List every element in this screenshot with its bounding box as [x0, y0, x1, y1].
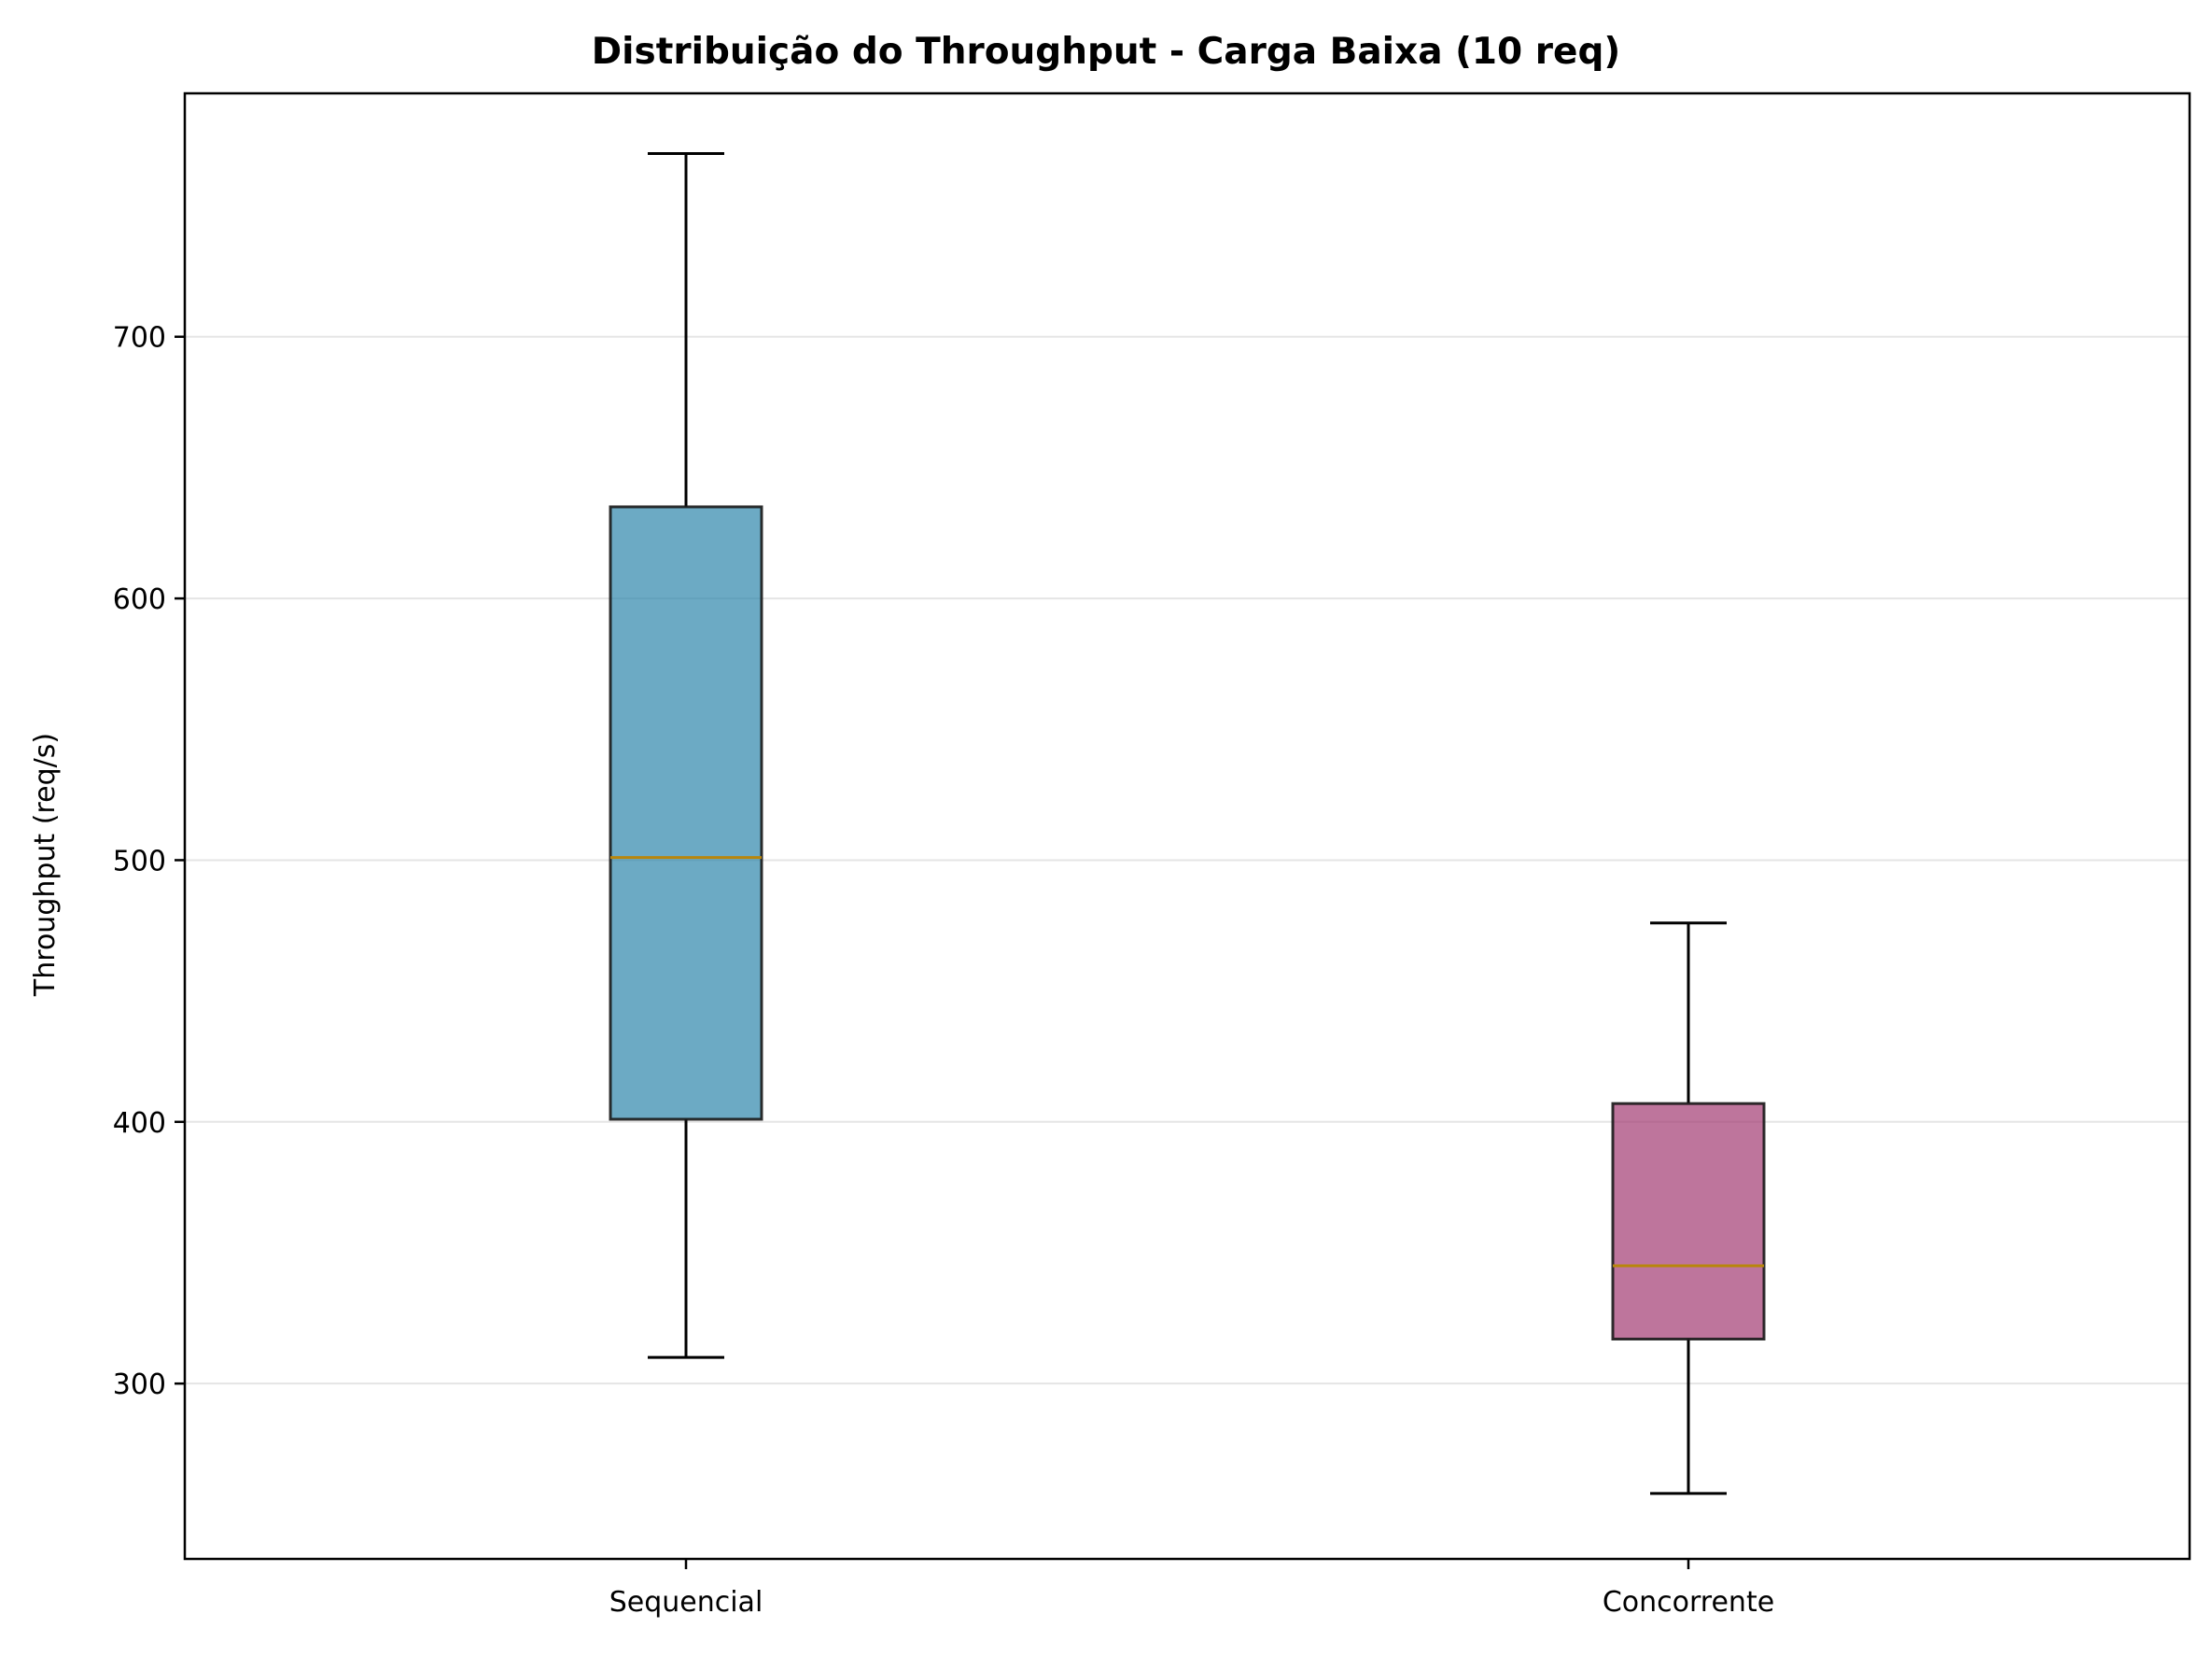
y-tick-label: 700	[113, 322, 166, 355]
box-iqr	[609, 505, 763, 1121]
y-tick-label: 300	[113, 1368, 166, 1401]
chart-title: Distribuição do Throughput - Carga Baixa…	[592, 31, 1620, 73]
box-group-sequencial	[609, 151, 763, 1359]
box-iqr	[1611, 1102, 1766, 1341]
axes: 300 400 500 600 700 Sequencial Concorrente	[113, 91, 2191, 1619]
plot-frame	[183, 91, 2191, 1561]
x-tick-label: Sequencial	[609, 1586, 763, 1619]
grid-lines	[185, 335, 2190, 1385]
y-tick-label: 400	[113, 1107, 166, 1140]
box-group-concorrente	[1611, 921, 1766, 1495]
box-plots	[609, 151, 1766, 1495]
y-tick-label: 500	[113, 845, 166, 877]
y-tick-label: 600	[113, 583, 166, 616]
y-axis-label: Throughput (req/s)	[29, 733, 62, 997]
x-tick-label: Concorrente	[1603, 1586, 1774, 1619]
